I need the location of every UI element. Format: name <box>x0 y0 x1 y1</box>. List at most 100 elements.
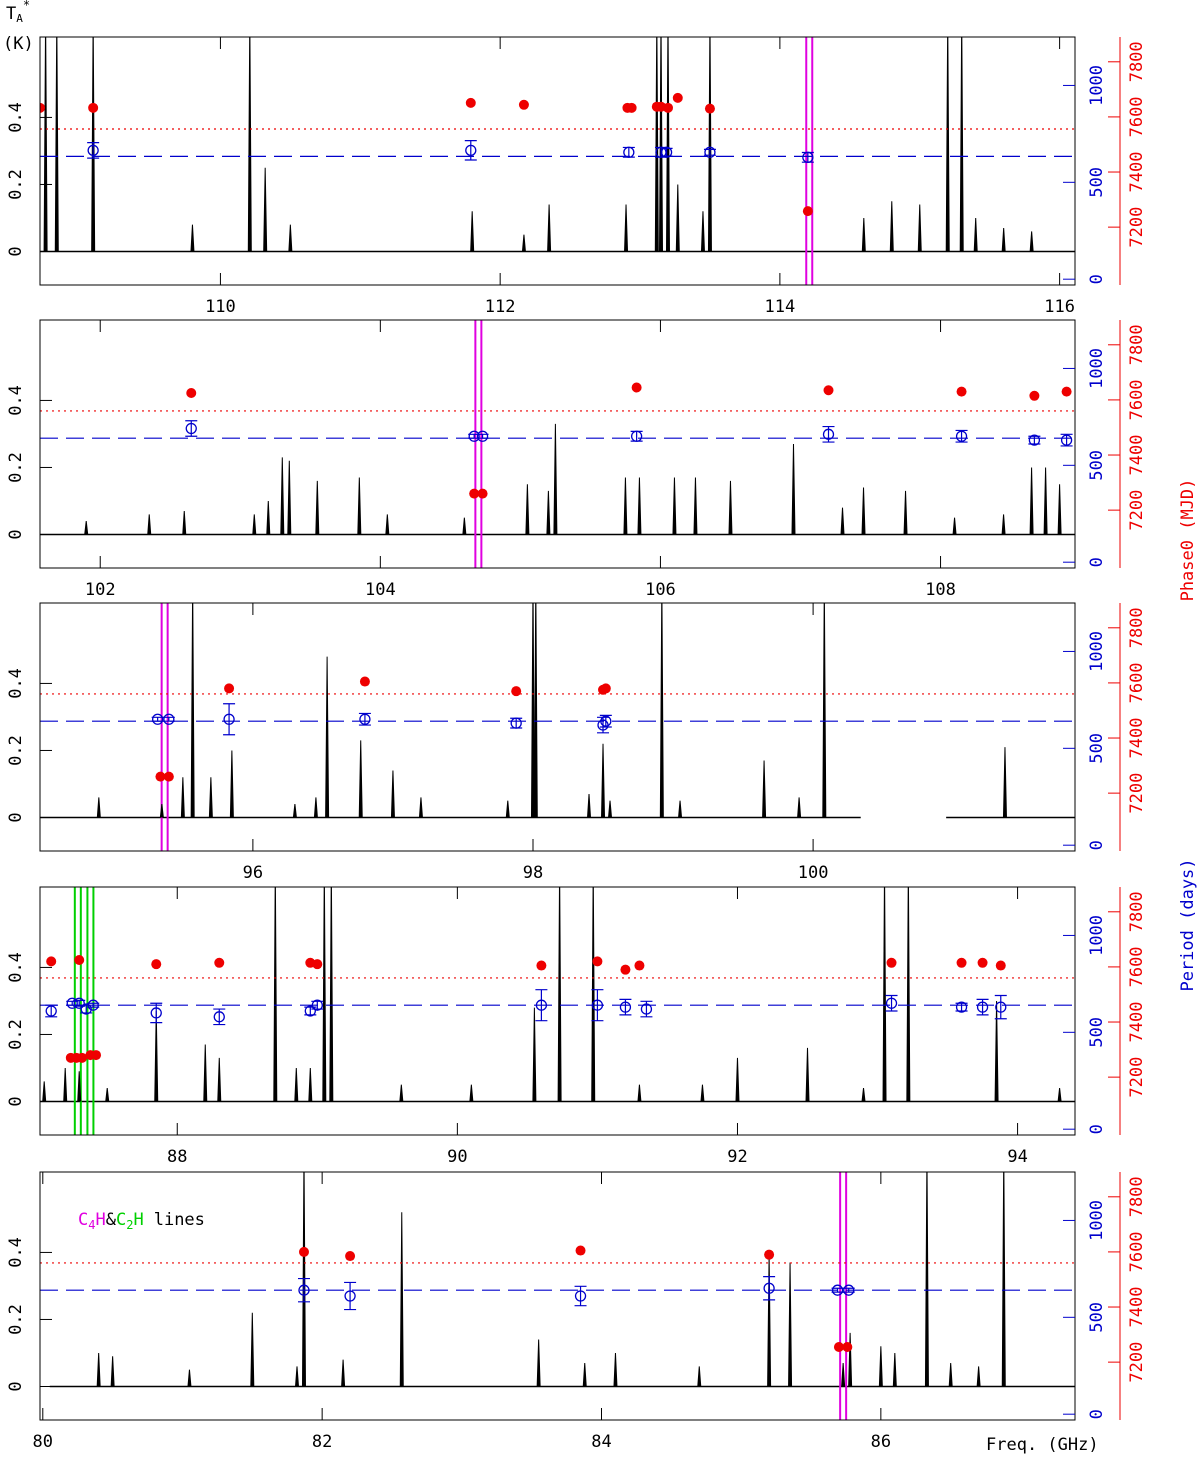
period-point <box>311 999 323 1011</box>
period-point <box>465 144 477 156</box>
period-point <box>151 713 164 725</box>
period-error-bar <box>591 989 604 1022</box>
spectral-line <box>294 1067 299 1102</box>
label-part: T <box>6 4 16 24</box>
y2-tick-label: 1000 <box>1087 1200 1107 1241</box>
spectral-line <box>301 1172 306 1387</box>
phase0-point <box>312 959 323 970</box>
phase0-point <box>224 683 235 694</box>
phase0-point <box>163 771 174 782</box>
spectral-line <box>882 887 887 1102</box>
x-tick-label: 114 <box>765 297 796 317</box>
y3-tick-label: 7800 <box>1127 324 1147 365</box>
y2-tick-label: 1000 <box>1087 348 1107 389</box>
phase0-point <box>214 957 225 968</box>
x-tick-label: 102 <box>85 580 116 600</box>
label-part: A <box>16 12 23 25</box>
spectral-line <box>357 477 362 535</box>
y3-tick-label: 7200 <box>1127 773 1147 814</box>
period-point <box>535 999 548 1011</box>
spectral-line <box>762 760 767 818</box>
period-point <box>763 1282 775 1294</box>
legend-part: C <box>116 1210 126 1230</box>
spectral-line <box>295 1366 300 1387</box>
period-point <box>1028 434 1041 446</box>
period-point <box>600 715 612 727</box>
spectral-line <box>878 1346 883 1387</box>
y3-tick-label: 7200 <box>1127 490 1147 531</box>
spectral-line <box>1043 467 1048 535</box>
period-point <box>822 428 835 440</box>
phase0-point <box>77 1052 88 1063</box>
x-tick-label: 96 <box>243 863 263 883</box>
period-point <box>510 717 522 729</box>
spectral-line <box>329 887 334 1102</box>
legend-part: C <box>78 1210 88 1230</box>
y3-tick-label: 7600 <box>1127 379 1147 420</box>
phase0-point <box>74 955 85 966</box>
x-tick-label: 116 <box>1044 297 1075 317</box>
spectral-line <box>252 514 257 535</box>
spectral-line <box>1002 747 1007 818</box>
period-error-bar <box>535 989 548 1022</box>
spectral-line <box>624 204 629 252</box>
y2-tick-label: 500 <box>1087 733 1107 764</box>
period-point <box>619 1001 632 1013</box>
y2-tick-label: 0 <box>1087 274 1107 284</box>
legend-part: H <box>133 1210 143 1230</box>
spectral-line <box>54 37 59 252</box>
x-tick-label: 90 <box>447 1147 467 1167</box>
period-point <box>304 1005 316 1017</box>
period-point <box>66 997 78 1009</box>
spectral-line <box>1001 227 1006 252</box>
period-point <box>468 430 480 442</box>
spectral-line <box>532 1007 537 1102</box>
spectral-line <box>313 797 318 818</box>
spectral-line <box>182 510 187 535</box>
frame <box>39 1171 1076 1421</box>
period-point <box>802 151 814 163</box>
y2-tick-label: 1000 <box>1087 65 1107 106</box>
spectral-line <box>280 457 285 535</box>
period-point <box>831 1284 844 1296</box>
frame <box>39 319 1076 569</box>
x-tick-label: 92 <box>727 1147 747 1167</box>
period-point <box>630 430 643 442</box>
period-point <box>45 1005 57 1017</box>
plot-area <box>40 603 1075 851</box>
spectral-line <box>693 477 698 535</box>
spectral-line <box>84 521 89 535</box>
spectral-line <box>582 1362 587 1387</box>
legend: C4H&C2H lines <box>78 1210 205 1232</box>
spectral-line <box>217 1057 222 1102</box>
period-point <box>955 1001 968 1013</box>
y-tick-label: 0 <box>6 246 26 256</box>
spectral-line <box>208 777 213 818</box>
spectral-line <box>608 800 613 818</box>
spectral-line <box>147 514 152 535</box>
phase0-point <box>634 960 645 971</box>
phase0-point <box>469 488 480 499</box>
y-tick-label: 0.4 <box>6 668 26 699</box>
x-tick-label: 98 <box>523 863 543 883</box>
period-error-bar <box>599 714 612 728</box>
x-tick-label: 108 <box>925 580 956 600</box>
period-point <box>344 1290 356 1302</box>
x-tick-label: 94 <box>1007 1147 1027 1167</box>
spectral-line <box>470 211 475 252</box>
c2h-line <box>86 887 95 1135</box>
spectral-line <box>952 517 957 535</box>
spectral-line <box>190 224 195 252</box>
spectral-line <box>659 603 664 818</box>
phase0-point <box>662 102 673 113</box>
spectral-line <box>358 740 363 818</box>
spectral-line <box>287 460 292 535</box>
spectral-line <box>1057 1088 1062 1102</box>
spectral-line <box>700 1084 705 1102</box>
spectral-line <box>110 1356 115 1387</box>
c4h-line <box>474 320 483 568</box>
spectral-line <box>96 797 101 818</box>
spectral-line <box>557 887 562 1102</box>
phase0-point <box>359 676 370 687</box>
